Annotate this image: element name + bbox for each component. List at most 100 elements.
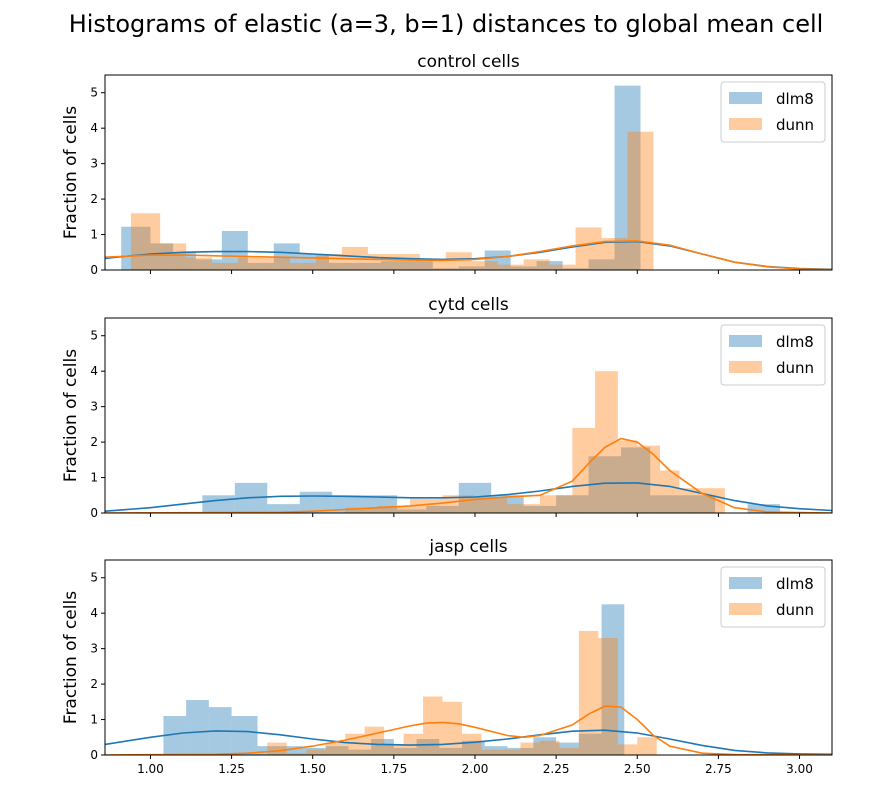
dlm8-bar xyxy=(510,266,537,270)
panel-3: 0 1 2 3 4 5 1.00 1.25 1.50 1.75 2.00 2.25 2.50 2.75 3.… xyxy=(61,537,833,776)
legend-swatch-dunn xyxy=(729,603,762,615)
dlm8-bar xyxy=(458,266,485,270)
y-tick-label: 1 xyxy=(90,471,98,485)
y-tick-label: 1 xyxy=(90,713,98,727)
y-axis-label: Fraction of cells xyxy=(61,106,81,239)
y-tick-label: 5 xyxy=(90,86,98,100)
dunn-bar xyxy=(637,445,660,513)
axes-frame xyxy=(104,559,833,756)
x-tick-label: 1.00 xyxy=(137,762,164,776)
panel-title: jasp cells xyxy=(428,537,507,557)
dunn-bar xyxy=(572,427,596,513)
legend-label-dunn: dunn xyxy=(776,359,814,377)
legend-swatch-dlm8 xyxy=(729,335,762,347)
y-tick-label: 4 xyxy=(90,606,98,620)
dunn-kde-line xyxy=(105,437,832,513)
x-tick-label: 1.25 xyxy=(218,762,245,776)
y-tick-label: 4 xyxy=(90,121,98,135)
dlm8-bar xyxy=(328,262,355,270)
dunn-bar xyxy=(264,257,290,270)
dunn-bar xyxy=(130,213,161,270)
dunn-bar xyxy=(419,261,446,270)
dlm8-kde-line xyxy=(105,729,832,755)
dlm8-bar xyxy=(462,740,485,755)
dunn-bar xyxy=(462,733,482,755)
legend-label-dlm8: dlm8 xyxy=(776,333,814,351)
dunn-bar xyxy=(702,488,725,513)
axes-frame xyxy=(104,74,833,271)
dlm8-bar xyxy=(325,746,349,755)
dlm8-bar xyxy=(650,495,683,513)
x-tick-label: 2.00 xyxy=(462,762,489,776)
dlm8-bar xyxy=(121,226,151,270)
axes-frame xyxy=(104,317,833,514)
dunn-bar xyxy=(497,264,524,270)
legend-swatch-dunn xyxy=(729,118,762,130)
y-axis-label: Fraction of cells xyxy=(61,349,81,482)
dunn-bars xyxy=(130,131,654,270)
dlm8-bar xyxy=(426,505,459,513)
dlm8-bar xyxy=(484,746,508,755)
dunn-bar xyxy=(345,507,378,513)
dunn-bar xyxy=(539,495,573,513)
dlm8-bar xyxy=(562,268,589,270)
dunn-bar xyxy=(442,701,463,755)
dlm8-bar xyxy=(163,716,187,755)
dlm8-bar xyxy=(195,259,222,270)
dunn-bar xyxy=(393,254,420,270)
x-tick-label: 2.25 xyxy=(543,762,570,776)
dlm8-bar xyxy=(150,243,174,270)
dunn-bar xyxy=(627,131,654,270)
dunn-bar xyxy=(520,742,540,755)
dunn-bar xyxy=(595,371,618,513)
figure-title: Histograms of elastic (a=3, b=1) distanc… xyxy=(69,10,824,38)
dlm8-bars xyxy=(163,604,625,755)
y-tick-label: 3 xyxy=(90,400,98,414)
legend-label-dlm8: dlm8 xyxy=(776,575,814,593)
legend: dlm8 dunn xyxy=(720,324,826,386)
dlm8-bar xyxy=(202,495,235,513)
dunn-bar xyxy=(601,238,628,270)
dlm8-bar xyxy=(439,747,463,755)
dunn-bar xyxy=(471,261,498,270)
legend-swatch-dunn xyxy=(729,361,762,373)
dlm8-bar xyxy=(588,259,615,270)
dlm8-bar xyxy=(601,604,625,755)
y-tick-label: 1 xyxy=(90,228,98,242)
y-tick-label: 3 xyxy=(90,642,98,656)
dunn-kde-line xyxy=(105,705,832,755)
dunn-bar xyxy=(289,262,316,270)
dlm8-bar xyxy=(348,749,372,755)
dlm8-bar xyxy=(247,262,274,270)
y-tick-label: 4 xyxy=(90,364,98,378)
dunn-bar xyxy=(186,257,213,270)
dlm8-bar xyxy=(416,739,440,755)
dunn-bar xyxy=(659,470,680,513)
x-tick-label: 1.50 xyxy=(299,762,326,776)
dlm8-bar xyxy=(507,747,534,755)
dunn-bar xyxy=(267,742,287,755)
x-tick-label: 3.00 xyxy=(786,762,813,776)
y-tick-label: 0 xyxy=(90,748,98,762)
dlm8-bar xyxy=(556,742,579,755)
dlm8-bar xyxy=(173,252,196,270)
dunn-bar xyxy=(423,696,443,755)
dlm8-bar xyxy=(354,262,381,270)
dlm8-bar xyxy=(614,85,641,270)
y-tick-label: 2 xyxy=(90,677,98,691)
y-tick-label: 5 xyxy=(90,571,98,585)
dunn-bar xyxy=(617,744,638,755)
dlm8-bar xyxy=(406,261,433,270)
dunn-bar xyxy=(617,440,638,513)
dunn-bar xyxy=(315,254,342,270)
x-tick-label: 1.75 xyxy=(380,762,407,776)
dunn-bar xyxy=(160,243,187,270)
legend-swatch-dlm8 xyxy=(729,92,762,104)
dlm8-bar xyxy=(393,747,417,755)
dlm8-bar xyxy=(397,509,427,513)
legend-swatch-dlm8 xyxy=(729,577,762,589)
legend: dlm8 dunn xyxy=(720,566,826,628)
dunn-bar xyxy=(500,749,521,755)
panel-title: cytd cells xyxy=(428,295,509,315)
